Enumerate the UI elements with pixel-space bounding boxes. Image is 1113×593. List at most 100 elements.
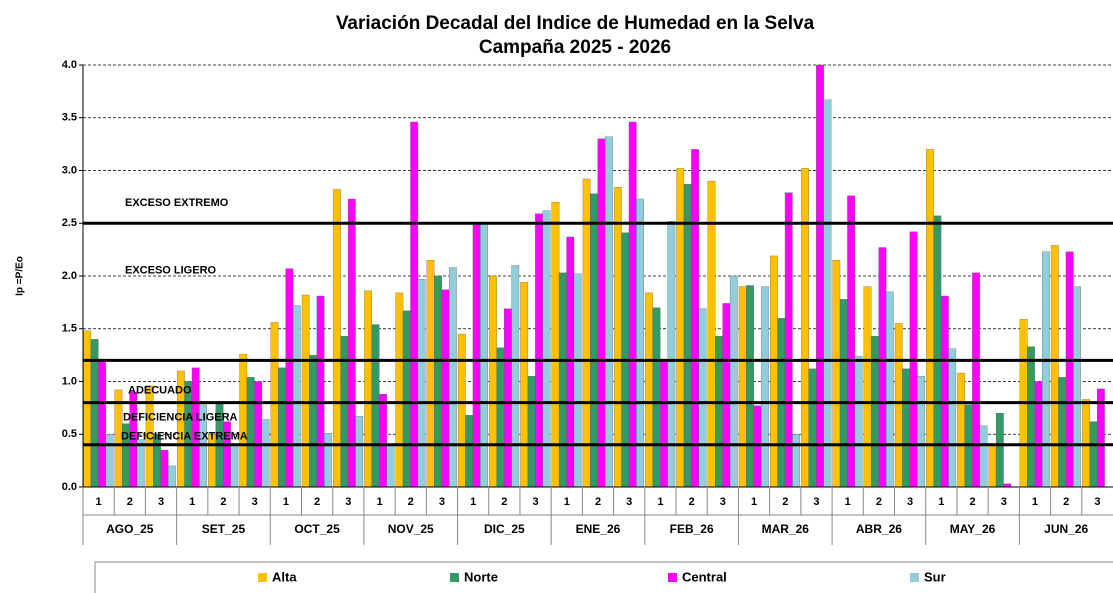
bar bbox=[801, 168, 809, 488]
x-tick-label: 3 bbox=[345, 496, 351, 508]
x-tick-label: 1 bbox=[376, 496, 382, 508]
x-tick-label: 3 bbox=[626, 496, 632, 508]
bar bbox=[489, 275, 497, 488]
bar bbox=[480, 224, 488, 488]
group-label: FEB_26 bbox=[670, 522, 714, 536]
bar bbox=[333, 189, 341, 488]
bar bbox=[160, 449, 169, 488]
x-tick-label: 2 bbox=[782, 496, 788, 508]
bar bbox=[707, 180, 716, 488]
bar bbox=[988, 444, 997, 488]
y-tick-label: 3.5 bbox=[62, 112, 77, 124]
zone-label: DEFICIENCIA EXTREMA bbox=[121, 431, 248, 443]
x-tick-label: 2 bbox=[408, 496, 414, 508]
bar bbox=[417, 279, 426, 488]
zone-label: EXCESO LIGERO bbox=[125, 264, 217, 276]
bar bbox=[105, 434, 114, 488]
x-tick-label: 3 bbox=[252, 496, 258, 508]
bar bbox=[715, 335, 723, 488]
bar bbox=[83, 330, 92, 488]
bar bbox=[285, 268, 294, 488]
bar bbox=[270, 322, 279, 488]
bar bbox=[1050, 245, 1059, 488]
bar bbox=[457, 333, 466, 488]
zone-label: EXCESO EXTREMO bbox=[125, 197, 229, 209]
bar bbox=[902, 368, 911, 488]
x-tick-label: 2 bbox=[876, 496, 882, 508]
x-tick-label: 3 bbox=[813, 496, 819, 508]
bar bbox=[324, 433, 332, 488]
x-tick-label: 3 bbox=[533, 496, 539, 508]
bar bbox=[1058, 377, 1067, 488]
y-axis-label: Ip =P/Eo bbox=[15, 256, 26, 296]
bar bbox=[816, 64, 824, 488]
bar bbox=[558, 272, 567, 488]
bar bbox=[957, 372, 966, 488]
legend-label: Central bbox=[682, 569, 727, 584]
legend-swatch bbox=[258, 573, 267, 582]
bar bbox=[566, 236, 575, 488]
x-tick-label: 1 bbox=[845, 496, 851, 508]
bar bbox=[98, 360, 106, 488]
bar bbox=[667, 220, 676, 488]
y-tick-label: 2.0 bbox=[62, 270, 77, 282]
y-tick-label: 0.0 bbox=[62, 481, 77, 493]
bar bbox=[309, 354, 317, 488]
bar bbox=[683, 184, 692, 488]
x-tick-label: 1 bbox=[189, 496, 195, 508]
x-tick-label: 2 bbox=[220, 496, 226, 508]
group-label: ENE_26 bbox=[576, 522, 621, 536]
legend-label: Alta bbox=[272, 569, 297, 584]
bar bbox=[254, 381, 263, 488]
bar bbox=[573, 273, 582, 488]
group-label: ABR_26 bbox=[856, 522, 902, 536]
legend-box bbox=[94, 561, 1113, 593]
bar bbox=[613, 187, 622, 488]
bar bbox=[597, 138, 606, 488]
bar bbox=[527, 376, 536, 488]
bar bbox=[448, 267, 457, 488]
bar bbox=[191, 367, 200, 488]
bar bbox=[722, 303, 731, 488]
bar bbox=[792, 434, 801, 488]
bar bbox=[1089, 421, 1098, 488]
bar bbox=[410, 121, 419, 488]
bar bbox=[605, 136, 613, 488]
bar bbox=[364, 290, 372, 488]
bar bbox=[239, 353, 248, 488]
bar bbox=[738, 286, 747, 488]
bar bbox=[434, 275, 442, 488]
bar bbox=[426, 260, 435, 488]
bar bbox=[1082, 399, 1090, 488]
bar bbox=[168, 465, 176, 488]
bar bbox=[511, 265, 520, 488]
y-tick-label: 2.5 bbox=[62, 217, 77, 229]
x-tick-label: 1 bbox=[564, 496, 570, 508]
bar bbox=[972, 272, 980, 488]
bar bbox=[948, 348, 957, 488]
bar bbox=[839, 299, 848, 488]
group-label: NOV_25 bbox=[388, 522, 434, 536]
bar bbox=[854, 356, 863, 488]
group-label: SET_25 bbox=[202, 522, 246, 536]
bar bbox=[1042, 251, 1050, 488]
bar bbox=[136, 439, 145, 488]
x-tick-label: 2 bbox=[1063, 496, 1069, 508]
bar bbox=[871, 335, 879, 488]
bar bbox=[863, 286, 872, 488]
bar bbox=[832, 260, 841, 488]
x-tick-label: 1 bbox=[283, 496, 289, 508]
bar bbox=[371, 324, 380, 488]
group-label: JUN_26 bbox=[1044, 522, 1088, 536]
x-tick-label: 2 bbox=[314, 496, 320, 508]
x-tick-label: 2 bbox=[501, 496, 507, 508]
zone-label: ADECUADO bbox=[128, 385, 192, 397]
bar bbox=[340, 335, 349, 488]
y-tick-label: 0.5 bbox=[62, 428, 77, 440]
bar bbox=[823, 99, 832, 488]
bar bbox=[301, 294, 310, 488]
x-tick-label: 3 bbox=[907, 496, 913, 508]
group-label: DIC_25 bbox=[484, 522, 525, 536]
x-tick-label: 3 bbox=[158, 496, 164, 508]
